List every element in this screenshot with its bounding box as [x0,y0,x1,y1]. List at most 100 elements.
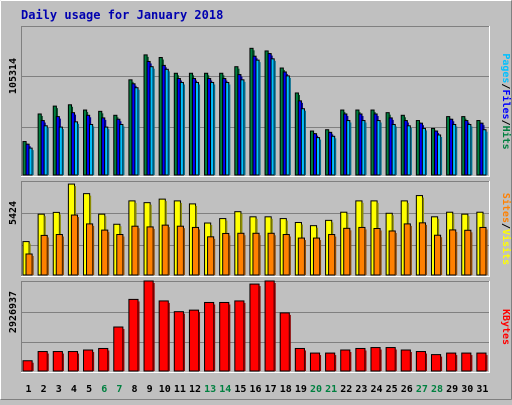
axis-label-part: Hits [500,126,512,150]
x-tick-label-day-8: 8 [131,384,137,395]
x-tick-label-day-23: 23 [355,384,367,395]
bar-shadow-sites-day-31 [486,229,488,275]
bar-shadow-kbytes-day-15 [243,302,246,371]
bar-kbytes-day-15 [234,300,245,372]
bar-shadow-kbytes-day-29 [455,355,458,371]
x-tick-label-day-21: 21 [325,384,337,395]
x-tick-label-day-15: 15 [234,384,246,395]
bar-shadow-pages-day-4 [77,123,80,175]
bar-pages-day-3 [58,126,63,176]
x-tick-label-day-5: 5 [86,384,92,395]
bar-sites-day-10 [161,224,169,276]
bar-sites-day-18 [282,234,290,276]
bar-shadow-sites-day-16 [259,235,261,275]
bar-shadow-pages-day-19 [304,110,306,175]
x-tick-label-day-18: 18 [280,384,292,395]
bar-shadow-sites-day-29 [455,231,458,275]
bar-pages-day-22 [346,120,351,176]
bar-pages-day-7 [119,123,124,176]
bar-pages-day-16 [255,59,260,176]
bar-sites-day-20 [312,237,321,276]
bar-shadow-pages-day-31 [486,131,488,175]
bar-shadow-kbytes-day-8 [138,301,140,371]
bar-shadow-pages-day-23 [364,122,367,175]
bar-shadow-kbytes-day-6 [107,350,110,371]
bar-kbytes-day-30 [461,352,472,372]
x-tick-label-day-11: 11 [174,384,186,395]
bar-shadow-kbytes-day-14 [228,304,231,371]
bar-shadow-kbytes-day-3 [62,353,64,371]
bar-shadow-kbytes-day-11 [183,313,185,371]
axis-label-kbytes: KBytes [500,309,511,345]
bar-shadow-sites-day-10 [168,227,170,275]
bar-shadow-kbytes-day-12 [198,312,201,371]
bar-shadow-pages-day-6 [107,129,110,175]
bar-shadow-kbytes-day-22 [349,352,352,371]
bar-shadow-kbytes-day-21 [334,355,337,371]
bar-kbytes-day-18 [279,312,290,372]
bar-pages-day-1 [28,147,33,176]
bar-kbytes-day-3 [52,351,63,372]
bar-shadow-sites-day-20 [319,240,322,275]
bar-shadow-sites-day-21 [334,236,337,275]
x-tick-label-day-17: 17 [265,384,277,395]
bar-kbytes-day-16 [249,283,260,372]
bar-shadow-pages-day-1 [32,150,34,175]
bar-shadow-sites-day-9 [153,228,155,275]
x-tick-label-day-13: 13 [204,384,216,395]
bar-shadow-kbytes-day-27 [425,353,427,371]
bar-shadow-pages-day-26 [410,127,412,175]
bar-sites-day-12 [191,226,200,276]
bar-pages-day-24 [376,120,381,176]
bar-shadow-pages-day-20 [319,139,322,175]
bar-shadow-pages-day-15 [243,81,246,175]
bar-shadow-kbytes-day-23 [364,350,367,371]
bar-kbytes-day-11 [173,311,184,372]
bar-kbytes-day-22 [340,349,351,372]
bar-shadow-kbytes-day-25 [395,349,397,371]
x-tick-label-day-27: 27 [416,384,428,395]
x-tick-label-day-20: 20 [310,384,322,395]
bar-pages-day-29 [452,123,457,176]
bar-sites-day-26 [403,223,411,276]
bar-pages-day-2 [43,125,48,176]
bar-pages-day-5 [89,123,94,176]
bar-shadow-sites-day-28 [440,237,443,275]
bar-shadow-kbytes-day-18 [289,314,291,371]
bar-shadow-sites-day-13 [213,238,216,275]
bar-kbytes-day-19 [294,347,305,372]
bar-shadow-pages-day-16 [259,62,261,175]
x-tick-label-day-7: 7 [116,384,122,395]
bar-shadow-pages-day-13 [213,84,216,175]
bar-kbytes-day-25 [385,347,396,372]
bar-pages-day-31 [482,129,487,176]
bar-shadow-kbytes-day-20 [319,355,322,371]
x-tick-label-day-29: 29 [446,384,458,395]
bar-shadow-kbytes-day-5 [92,352,95,371]
axis-label-part: / [500,223,511,229]
bar-kbytes-day-8 [128,298,139,372]
bar-shadow-sites-day-5 [92,225,95,275]
bar-kbytes-day-1 [22,360,33,372]
bar-kbytes-day-17 [264,280,275,372]
bar-sites-day-8 [131,225,139,276]
bar-sites-day-5 [86,223,94,276]
bar-shadow-sites-day-26 [410,225,412,275]
bar-shadow-pages-day-8 [138,89,140,175]
bar-shadow-sites-day-4 [77,217,80,275]
bar-shadow-kbytes-day-17 [274,283,276,371]
max-label-kbytes: 2926937 [8,291,19,333]
bar-shadow-kbytes-day-2 [47,353,49,371]
axis-label-part: Sites [500,193,512,223]
bar-pages-day-4 [73,121,79,176]
bar-pages-day-13 [210,81,215,176]
bar-shadow-sites-day-30 [470,232,473,275]
bar-shadow-kbytes-day-24 [380,349,382,371]
bar-sites-day-24 [373,228,381,276]
bar-sites-day-21 [328,234,336,276]
bar-kbytes-day-2 [37,351,48,372]
bar-shadow-sites-day-17 [274,235,276,275]
x-tick-label-day-6: 6 [101,384,107,395]
bar-shadow-kbytes-day-4 [77,353,80,371]
bar-shadow-pages-day-24 [380,122,382,175]
